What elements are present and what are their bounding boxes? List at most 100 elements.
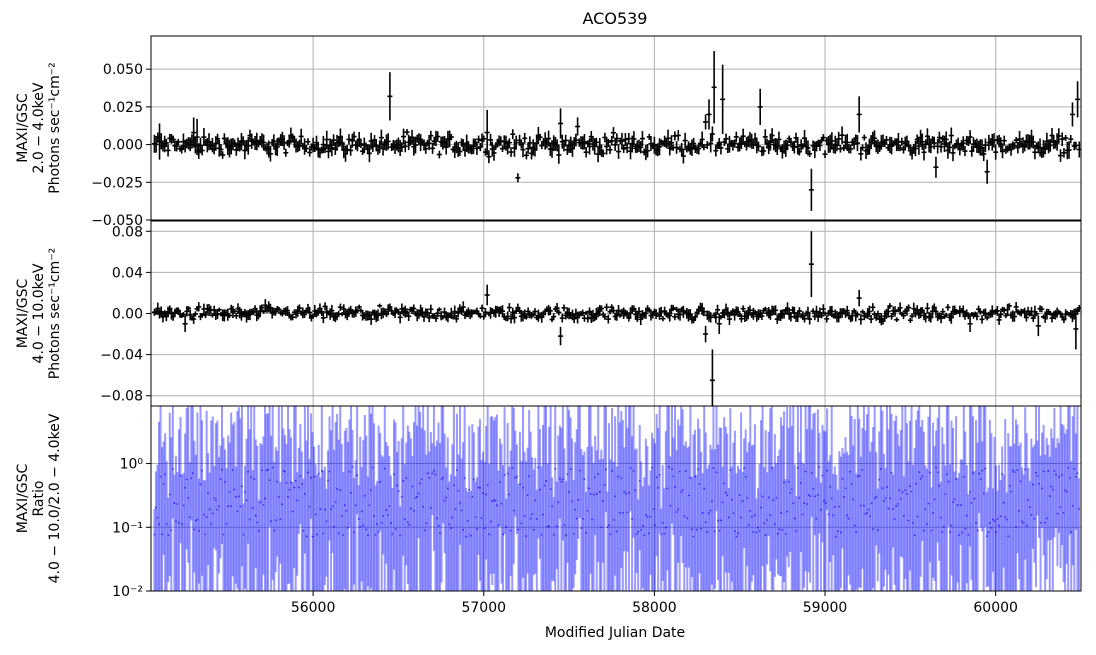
ratio-point — [1028, 506, 1031, 509]
ratio-point — [543, 484, 546, 487]
ratio-point — [982, 492, 985, 495]
ratio-point — [250, 476, 253, 479]
ratio-point — [305, 535, 308, 538]
ratio-point — [658, 473, 661, 476]
ratio-point — [718, 529, 721, 532]
ratio-point — [597, 473, 600, 475]
ratio-point — [228, 491, 231, 494]
ratio-point — [219, 477, 222, 480]
ratio-point — [804, 470, 807, 473]
ratio-point — [752, 531, 755, 533]
ratio-point — [978, 472, 981, 475]
ratio-point — [657, 486, 660, 489]
ratio-point — [999, 515, 1002, 518]
ratio-point — [528, 475, 531, 478]
ratio-point — [859, 504, 862, 507]
ratio-point — [671, 468, 673, 470]
ratio-point — [416, 496, 418, 498]
ratio-point — [912, 521, 914, 524]
ratio-point — [829, 485, 832, 488]
ratio-point — [769, 514, 772, 517]
ratio-point — [413, 509, 415, 512]
ratio-point — [875, 495, 878, 498]
ratio-point — [554, 467, 557, 470]
y-tick-label: 0.000 — [103, 138, 143, 154]
ratio-point — [1005, 518, 1008, 521]
ratio-point — [399, 534, 402, 537]
ratio-point — [932, 512, 934, 515]
ratio-point — [187, 497, 190, 500]
ratio-point — [1050, 485, 1053, 488]
ratio-point — [454, 508, 457, 511]
ratio-point — [654, 524, 656, 527]
ratio-point — [623, 490, 626, 493]
ratio-point — [918, 471, 921, 474]
ratio-point — [388, 505, 391, 508]
ratio-point — [472, 478, 475, 481]
ratio-point — [171, 468, 174, 470]
y-axis-label: 2.0 − 4.0keV — [31, 82, 47, 173]
ratio-point — [512, 509, 515, 512]
ratio-point — [337, 532, 340, 535]
ratio-point — [230, 505, 233, 507]
ratio-point — [617, 475, 620, 478]
ratio-point — [612, 518, 615, 521]
ratio-point — [638, 480, 641, 482]
ratio-point — [428, 476, 431, 479]
ratio-point — [277, 496, 280, 498]
ratio-point — [746, 496, 749, 499]
ratio-point — [497, 524, 500, 527]
ratio-point — [726, 494, 729, 496]
ratio-point — [254, 514, 257, 517]
ratio-point — [864, 513, 867, 515]
ratio-point — [646, 515, 649, 518]
ratio-point — [1004, 516, 1007, 518]
ratio-point — [942, 525, 945, 528]
ratio-point — [959, 504, 962, 506]
ratio-point — [675, 511, 678, 513]
ratio-point — [644, 514, 647, 516]
ratio-point — [175, 520, 177, 523]
ratio-point — [170, 529, 173, 532]
ratio-point — [1027, 498, 1030, 501]
ratio-point — [259, 501, 262, 504]
ratio-point — [629, 467, 632, 470]
ratio-point — [866, 512, 868, 514]
ratio-point — [1076, 472, 1079, 475]
ratio-point — [935, 466, 938, 469]
ratio-point — [370, 489, 372, 491]
ratio-point — [998, 524, 1000, 527]
y-tick-label: 10⁻² — [112, 584, 143, 600]
ratio-point — [414, 496, 417, 499]
ratio-point — [992, 518, 994, 521]
ratio-point — [224, 480, 226, 483]
ratio-point — [870, 502, 873, 505]
ratio-point — [351, 465, 354, 468]
ratio-point — [743, 467, 746, 470]
ratio-point — [1021, 520, 1024, 523]
ratio-point — [264, 497, 266, 500]
ratio-point — [578, 469, 581, 472]
ratio-point — [965, 514, 968, 517]
ratio-point — [958, 534, 961, 537]
ratio-point — [1013, 471, 1016, 473]
ratio-point — [947, 480, 950, 483]
ratio-point — [534, 499, 537, 502]
ratio-point — [1074, 475, 1077, 478]
ratio-point — [660, 533, 663, 536]
ratio-point — [1025, 524, 1028, 527]
ratio-point — [176, 503, 179, 505]
ratio-point — [967, 533, 970, 536]
y-axis-label: MAXI/GSC — [15, 93, 31, 163]
ratio-point — [652, 508, 655, 510]
ratio-point — [927, 502, 930, 505]
ratio-point — [551, 505, 554, 508]
ratio-point — [368, 504, 371, 507]
ratio-point — [797, 466, 799, 469]
ratio-point — [632, 470, 635, 472]
ratio-point — [618, 511, 621, 514]
ratio-point — [426, 472, 429, 475]
ratio-point — [717, 519, 719, 522]
ratio-point — [872, 528, 875, 531]
ratio-point — [446, 487, 449, 490]
